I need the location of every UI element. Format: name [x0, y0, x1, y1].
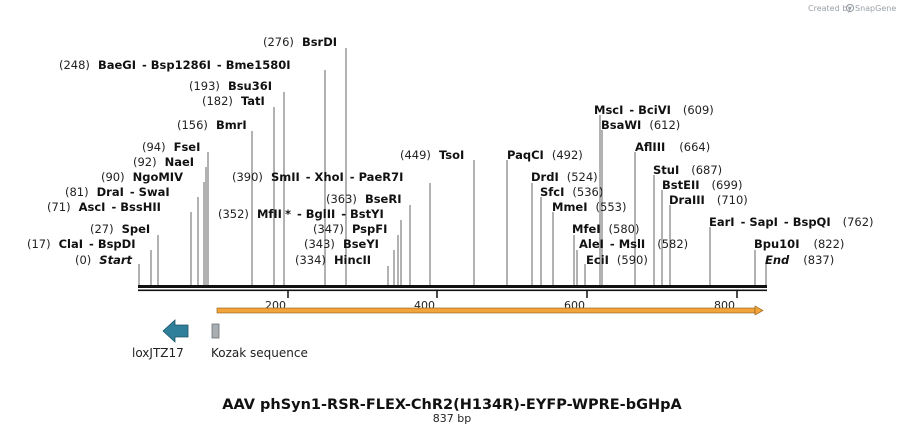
- site-tati[interactable]: (182) TatI: [202, 94, 265, 108]
- site-bsrdi[interactable]: (276) BsrDI: [263, 35, 337, 49]
- site-naei[interactable]: (92) NaeI: [133, 155, 194, 169]
- site-paqci[interactable]: PaqCI (492): [507, 148, 583, 162]
- site-start[interactable]: (0) Start: [75, 253, 133, 267]
- site-ecii[interactable]: EciI (590): [586, 253, 648, 267]
- site-tsoi[interactable]: (449) TsoI: [400, 148, 464, 162]
- site-pspfi[interactable]: (347) PspFI: [313, 222, 387, 236]
- site-bsu36i[interactable]: (193) Bsu36I: [189, 79, 272, 93]
- kozak-box-icon: [211, 323, 220, 339]
- map-title: AAV phSyn1-RSR-FLEX-ChR2(H134R)-EYFP-WPR…: [222, 397, 682, 413]
- site-asci[interactable]: (71) AscI - BssHII: [47, 200, 161, 214]
- feature-kozak[interactable]: Kozak sequence: [211, 323, 308, 360]
- feature-loxjtz17-label: loxJTZ17: [132, 346, 184, 360]
- site-mfei[interactable]: MfeI (580): [572, 222, 639, 236]
- site-sfci[interactable]: SfcI (536): [540, 185, 603, 199]
- site-spei[interactable]: (27) SpeI: [90, 222, 150, 236]
- snapgene-logo-icon: [845, 3, 855, 13]
- brand-created-by: Created by: [808, 4, 852, 13]
- site-drdi[interactable]: DrdI (524): [531, 170, 598, 184]
- site-end[interactable]: End (837): [765, 253, 834, 267]
- site-bseyi[interactable]: (343) BseYI: [304, 237, 379, 251]
- site-clai[interactable]: (17) ClaI - BspDI: [27, 237, 135, 251]
- site-baegi[interactable]: (248) BaeGI - Bsp1286I - Bme1580I: [59, 58, 291, 72]
- site-bsawi[interactable]: BsaWI (612): [601, 118, 680, 132]
- site-lines: [138, 48, 767, 286]
- brand-name: SnapGene: [855, 4, 896, 13]
- site-alei[interactable]: AleI - MslI (582): [579, 237, 688, 251]
- site-mmei[interactable]: MmeI (553): [552, 200, 626, 214]
- site-mfii[interactable]: (352) MfII * - BglII - BstYI: [218, 207, 384, 221]
- site-bsteii[interactable]: BstEII (699): [662, 178, 742, 192]
- map-length: 837 bp: [433, 412, 471, 425]
- loxjtz17-arrow-icon: [162, 319, 189, 343]
- site-bseri[interactable]: (363) BseRI: [326, 192, 401, 206]
- site-afliii[interactable]: AflIII (664): [635, 140, 710, 154]
- orf-arrow[interactable]: [216, 305, 764, 316]
- site-drai[interactable]: (81) DraI - SwaI: [65, 185, 170, 199]
- site-stui[interactable]: StuI (687): [653, 163, 722, 177]
- site-hincii[interactable]: (334) HincII: [295, 253, 371, 267]
- site-ngomiv[interactable]: (90) NgoMIV: [101, 170, 183, 184]
- sequence-backbone: [138, 285, 767, 292]
- feature-kozak-label: Kozak sequence: [211, 346, 308, 360]
- site-bmri[interactable]: (156) BmrI: [177, 118, 247, 132]
- site-smii[interactable]: (390) SmII - XhoI - PaeR7I: [232, 170, 403, 184]
- backbone-top-strand: [138, 285, 767, 288]
- site-labels: (0) Start (17) ClaI - BspDI (27) SpeI (71) As…: [27, 35, 874, 267]
- site-fsei[interactable]: (94) FseI: [142, 140, 200, 154]
- site-msci[interactable]: MscI - BciVI (609): [594, 103, 714, 117]
- site-bpu10i[interactable]: Bpu10I (822): [754, 237, 844, 251]
- snapgene-brand: Created by SnapGene: [808, 3, 896, 13]
- backbone-bottom-strand: [138, 289, 767, 292]
- site-draiii[interactable]: DraIII (710): [669, 193, 748, 207]
- site-eari[interactable]: EarI - SapI - BspQI (762): [709, 215, 874, 229]
- feature-loxjtz17[interactable]: loxJTZ17: [132, 319, 189, 360]
